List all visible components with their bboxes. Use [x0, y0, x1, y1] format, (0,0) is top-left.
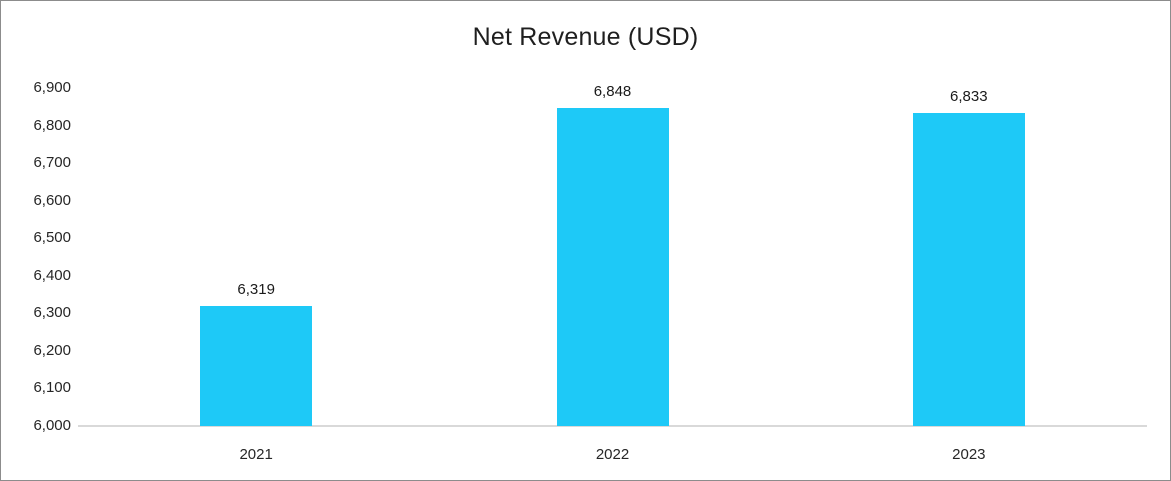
x-tick-label: 2022 [595, 446, 630, 463]
bar-value-label: 6,319 [237, 281, 275, 299]
x-axis-line [78, 425, 1147, 427]
x-tick-label: 2021 [239, 446, 273, 463]
chart-title: Net Revenue (USD) [472, 23, 699, 51]
x-tick-label: 2023 [952, 446, 986, 463]
bar-2021 [200, 306, 313, 426]
y-tick-label: 6,500 [33, 229, 71, 247]
y-tick-label: 6,300 [33, 304, 71, 322]
y-tick-label: 6,200 [33, 341, 71, 359]
y-tick-label: 6,700 [33, 154, 71, 172]
y-tick-label: 6,100 [33, 379, 71, 397]
y-tick-label: 6,600 [33, 191, 71, 209]
y-tick-label: 6,800 [33, 116, 71, 134]
bar-value-label: 6,848 [593, 82, 632, 100]
y-tick-label: 6,400 [33, 266, 71, 284]
y-tick-label: 6,000 [33, 417, 71, 434]
bar-value-label: 6,833 [950, 88, 988, 106]
bar-2022 [556, 107, 669, 426]
y-tick-label: 6,900 [33, 79, 71, 96]
bar-2023 [912, 113, 1025, 426]
plot-area: 6,319 6,848 6,833 [78, 83, 1147, 426]
